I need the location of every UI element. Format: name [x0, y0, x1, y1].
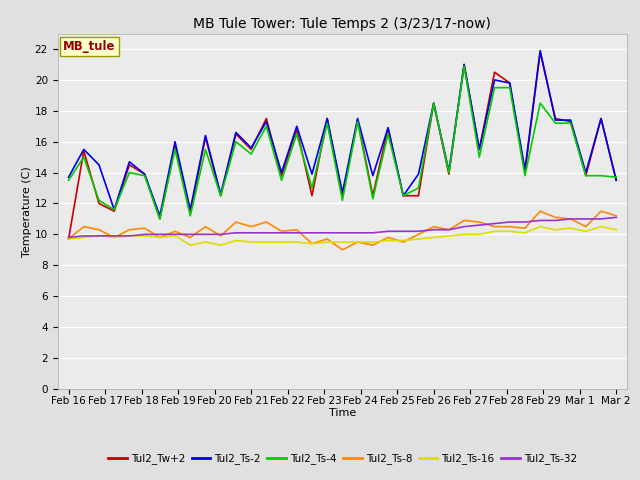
X-axis label: Time: Time [329, 408, 356, 418]
Legend: Tul2_Tw+2, Tul2_Ts-2, Tul2_Ts-4, Tul2_Ts-8, Tul2_Ts-16, Tul2_Ts-32: Tul2_Tw+2, Tul2_Ts-2, Tul2_Ts-4, Tul2_Ts… [104, 449, 581, 468]
Y-axis label: Temperature (C): Temperature (C) [22, 166, 32, 257]
Title: MB Tule Tower: Tule Temps 2 (3/23/17-now): MB Tule Tower: Tule Temps 2 (3/23/17-now… [193, 17, 492, 31]
Text: MB_tule: MB_tule [63, 39, 116, 53]
